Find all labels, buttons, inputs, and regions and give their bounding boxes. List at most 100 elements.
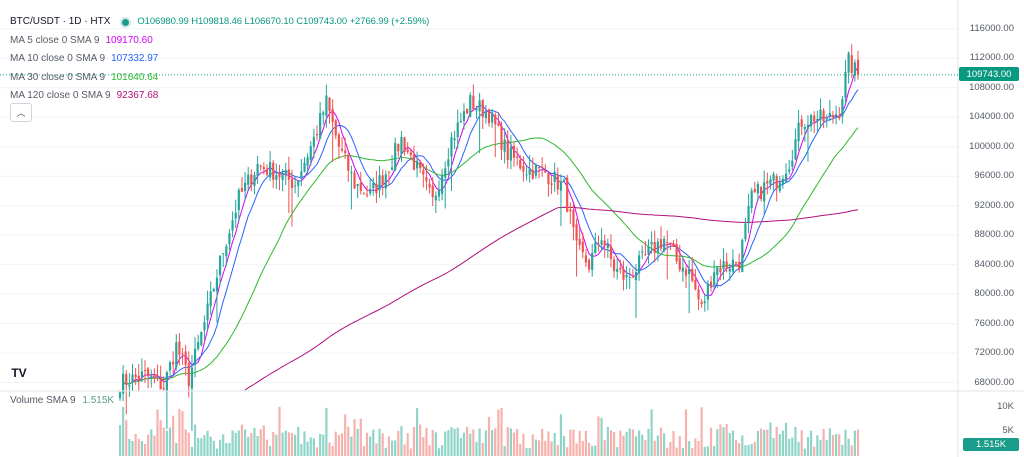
ma-legend-row-ma5[interactable]: MA 5 close 0 SMA 9 109170.60 (10, 32, 429, 51)
current-volume-badge: 1.515K (963, 438, 1019, 451)
volume-bar (584, 430, 588, 456)
candle-body (669, 242, 672, 245)
candle-body (353, 172, 356, 189)
volume-bar (716, 429, 719, 456)
ma-legend-value: 109170.60 (105, 34, 153, 46)
volume-bar (591, 445, 594, 456)
market-status-dot (122, 18, 130, 26)
candle-body (328, 97, 331, 111)
candle-body (275, 175, 278, 180)
volume-bar (193, 424, 197, 456)
volume-bar (509, 428, 512, 456)
candle-body (656, 241, 659, 253)
volume-bar (409, 448, 412, 456)
volume-bar (403, 444, 406, 456)
candle-body (778, 182, 781, 191)
candle-body (240, 187, 244, 192)
candle-body (838, 115, 841, 119)
candle-body (206, 303, 209, 321)
volume-bar (412, 427, 416, 456)
candle-body (281, 173, 284, 180)
candle-body (553, 171, 556, 182)
candle-body (228, 233, 231, 245)
volume-bar (528, 447, 531, 456)
volume-bar (122, 406, 125, 456)
volume-bar (597, 416, 600, 456)
volume-bar (772, 437, 775, 456)
candle-body (775, 175, 778, 189)
volume-bar (331, 446, 334, 456)
volume-bar (447, 430, 450, 456)
candle-body (472, 95, 475, 110)
volume-bar (503, 446, 506, 456)
volume-bar (622, 435, 625, 456)
volume-bar (581, 440, 584, 456)
ma-legend-row-ma120[interactable]: MA 120 close 0 SMA 9 92367.68 (10, 87, 429, 106)
candle-body (147, 368, 150, 377)
candle-body (506, 140, 509, 161)
volume-bar (822, 428, 825, 456)
volume-bar (187, 432, 190, 456)
candle-body (709, 281, 713, 288)
volume-bar (612, 432, 616, 456)
volume-bar (440, 445, 444, 456)
candle-body (753, 189, 756, 193)
candle-body (143, 369, 147, 371)
volume-bar (128, 438, 131, 456)
volume-bar (835, 434, 838, 456)
volume-bar (831, 435, 835, 456)
candle-body (190, 367, 194, 389)
volume-bar (259, 429, 262, 456)
volume-bar (669, 441, 672, 456)
collapse-legend-button[interactable]: ︿ (10, 103, 32, 122)
candle-body (462, 111, 466, 122)
ma-legend-row-ma30[interactable]: MA 30 close 0 SMA 9 101640.64 (10, 69, 429, 88)
volume-bar (609, 430, 613, 456)
volume-bar (415, 408, 419, 456)
volume-bar (572, 429, 575, 456)
volume-bar (756, 430, 760, 456)
candle-body (806, 124, 810, 129)
volume-bar (466, 426, 469, 456)
volume-bar (719, 424, 722, 456)
volume-bar (384, 447, 387, 456)
volume-bar (334, 431, 337, 456)
ohlc-readout: O106980.99 H109818.46 L106670.10 C109743… (137, 16, 430, 27)
symbol-label[interactable]: BTC/USDT · 1D · HTX (10, 16, 111, 27)
volume-bar (850, 445, 853, 456)
candle-body (359, 182, 362, 191)
volume-bar (153, 435, 156, 456)
tradingview-logo-icon[interactable]: TV (8, 363, 30, 383)
candle-body (231, 220, 234, 231)
volume-bar (819, 439, 822, 456)
candle-body (650, 241, 653, 245)
volume-bar (638, 430, 641, 456)
ma-legend-value: 107332.97 (111, 53, 159, 64)
candle-body (628, 277, 631, 279)
candle-body (672, 243, 675, 247)
volume-bar (300, 444, 303, 456)
candle-body (250, 174, 253, 185)
candle-body (131, 374, 134, 383)
volume-bar (709, 427, 713, 456)
volume-bar (290, 432, 294, 456)
volume-bar (525, 448, 528, 456)
candle-body (666, 242, 669, 244)
candle-body (203, 322, 206, 331)
candle-body (253, 175, 256, 187)
candle-body (440, 175, 444, 194)
volume-bar (243, 429, 247, 456)
candle-body (456, 122, 459, 138)
candle-body (475, 108, 478, 111)
volume-bar (688, 441, 691, 456)
volume-bar (684, 409, 688, 456)
candle-body (694, 279, 697, 290)
volume-bar (491, 429, 494, 456)
ma-legend-row-ma10[interactable]: MA 10 close 0 SMA 9 107332.97 (10, 50, 429, 69)
candle-body (584, 255, 588, 263)
volume-bar (775, 426, 778, 456)
candle-body (797, 122, 800, 142)
candle-body (691, 269, 694, 281)
volume-legend[interactable]: Volume SMA 9 1.515K (10, 395, 114, 406)
